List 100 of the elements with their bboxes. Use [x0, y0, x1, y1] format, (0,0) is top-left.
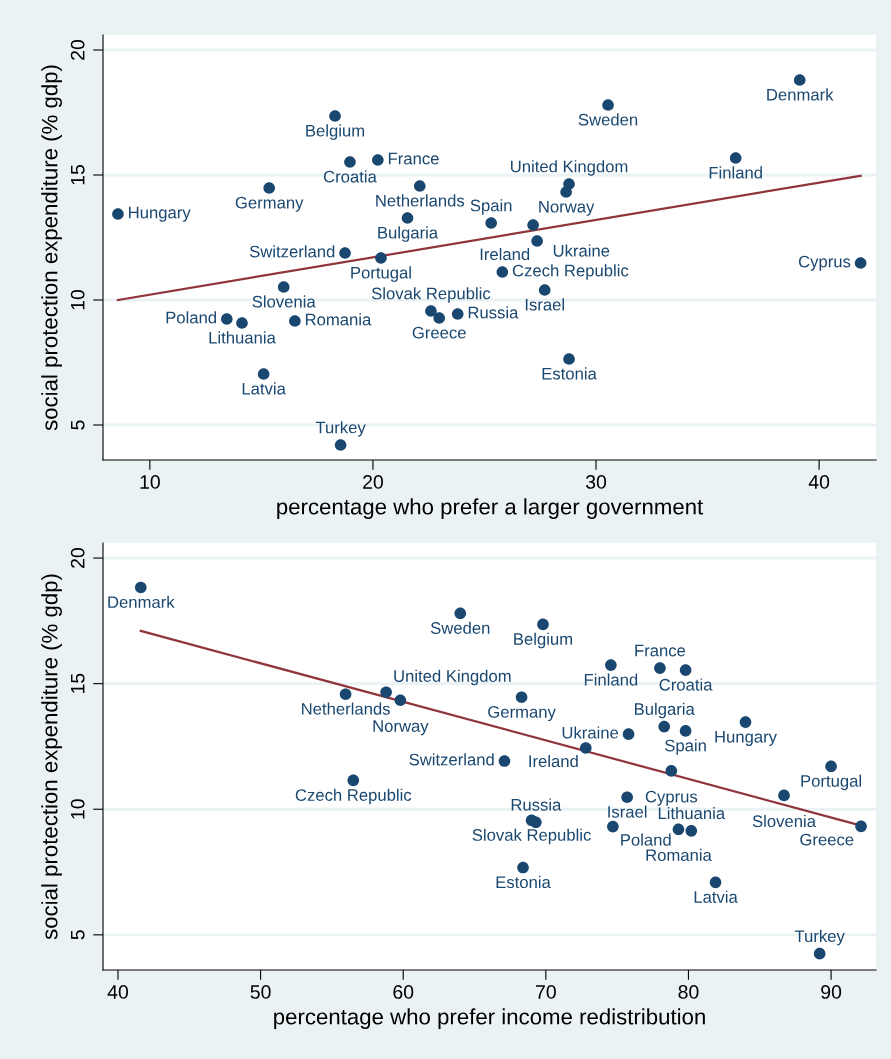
point [622, 728, 635, 740]
annotation: Latvia [242, 382, 286, 395]
y-axis-title: social protection expenditure (% gdp) [41, 65, 62, 431]
point [854, 257, 867, 269]
point [605, 659, 617, 671]
annotation: Turkey [794, 929, 845, 946]
point [672, 823, 685, 836]
point [413, 180, 426, 192]
point [134, 581, 147, 594]
y-tick-label: 5 [71, 930, 85, 940]
annotation: Slovak Republic [371, 287, 491, 303]
point [665, 765, 678, 777]
point [425, 305, 437, 317]
annotation: Croatia [659, 678, 713, 691]
point [654, 662, 666, 674]
annotation: Hungary [715, 731, 777, 746]
y-tick-label: 10 [70, 799, 85, 819]
annotation: Germany [488, 706, 556, 722]
point [344, 156, 356, 168]
point [515, 691, 528, 704]
annotation: Ukraine [553, 244, 610, 257]
point [339, 688, 352, 701]
point [679, 664, 692, 676]
annotation: Sweden [578, 113, 638, 126]
point [709, 876, 722, 889]
annotation: Czech Republic [512, 264, 629, 280]
x-tick-label: 40 [107, 985, 129, 999]
annotation: Turkey [315, 421, 366, 437]
annotation: Russia [468, 306, 519, 319]
annotation: Norway [539, 200, 595, 216]
annotation: Switzerland [409, 753, 494, 766]
annotation: Spain [470, 199, 512, 215]
annotation: Belgium [306, 124, 365, 140]
point [372, 154, 384, 166]
point [538, 284, 551, 296]
x-tick-label: 10 [140, 475, 160, 489]
point [263, 182, 276, 194]
point [825, 760, 837, 773]
annotation: Ireland [529, 754, 578, 768]
point [496, 266, 509, 278]
point [527, 219, 539, 231]
annotation: Israel [608, 805, 647, 818]
x-tick-label: 90 [821, 985, 842, 999]
annotation: Cyprus [798, 255, 851, 271]
annotation: Latvia [694, 890, 738, 903]
annotation: Finland [709, 166, 762, 179]
point [498, 755, 511, 767]
annotation: Romania [305, 313, 372, 326]
annotation: Lithuania [209, 331, 276, 344]
annotation: Bulgaria [378, 226, 439, 242]
point [579, 742, 592, 754]
y-tick-label: 20 [70, 39, 85, 60]
point [334, 439, 347, 451]
x-axis-title: percentage who prefer income redistribution [274, 1008, 705, 1029]
point [339, 247, 351, 259]
point [112, 208, 124, 220]
annotation: Slovenia [252, 295, 316, 308]
point [563, 353, 575, 365]
annotation: Ukraine [562, 726, 619, 739]
annotation: Finland [584, 673, 638, 686]
point [221, 313, 233, 325]
x-tick-label: 40 [808, 475, 830, 489]
annotation: Slovak Republic [472, 828, 591, 845]
annotation: Israel [525, 298, 564, 311]
annotation: Slovenia [752, 814, 816, 828]
y-axis-title: social protection expenditure (% gdp) [41, 574, 62, 940]
annotation: Croatia [323, 170, 377, 183]
point [778, 789, 790, 802]
annotation: Denmark [767, 88, 834, 101]
point [729, 152, 742, 164]
annotation: Russia [511, 798, 562, 811]
point [236, 317, 248, 329]
x-tick-label: 30 [585, 475, 607, 489]
annotation: Norway [373, 720, 429, 736]
point [485, 217, 497, 229]
x-tick-label: 80 [678, 985, 699, 999]
point [537, 618, 549, 631]
annotation: Greece [412, 326, 466, 339]
annotation: Ireland [480, 247, 530, 261]
annotation: Portugal [351, 266, 411, 282]
point [607, 820, 619, 833]
x-tick-label: 60 [393, 985, 414, 999]
point [277, 281, 290, 293]
point [685, 825, 698, 837]
annotation: Belgium [514, 632, 572, 649]
y-tick-label: 10 [70, 289, 85, 310]
x-tick-label: 20 [363, 475, 383, 489]
annotation: Bulgaria [635, 702, 695, 719]
x-tick-label: 70 [536, 985, 556, 999]
annotation: Cyprus [645, 790, 698, 806]
y-tick-label: 5 [71, 420, 85, 430]
annotation: Sweden [430, 621, 490, 634]
annotation: Estonia [542, 367, 597, 380]
annotation: France [388, 152, 439, 165]
point [602, 99, 614, 111]
annotation: Romania [646, 848, 712, 862]
point [375, 252, 387, 264]
point [451, 308, 464, 320]
point [433, 312, 445, 324]
annotation: Germany [235, 196, 304, 212]
